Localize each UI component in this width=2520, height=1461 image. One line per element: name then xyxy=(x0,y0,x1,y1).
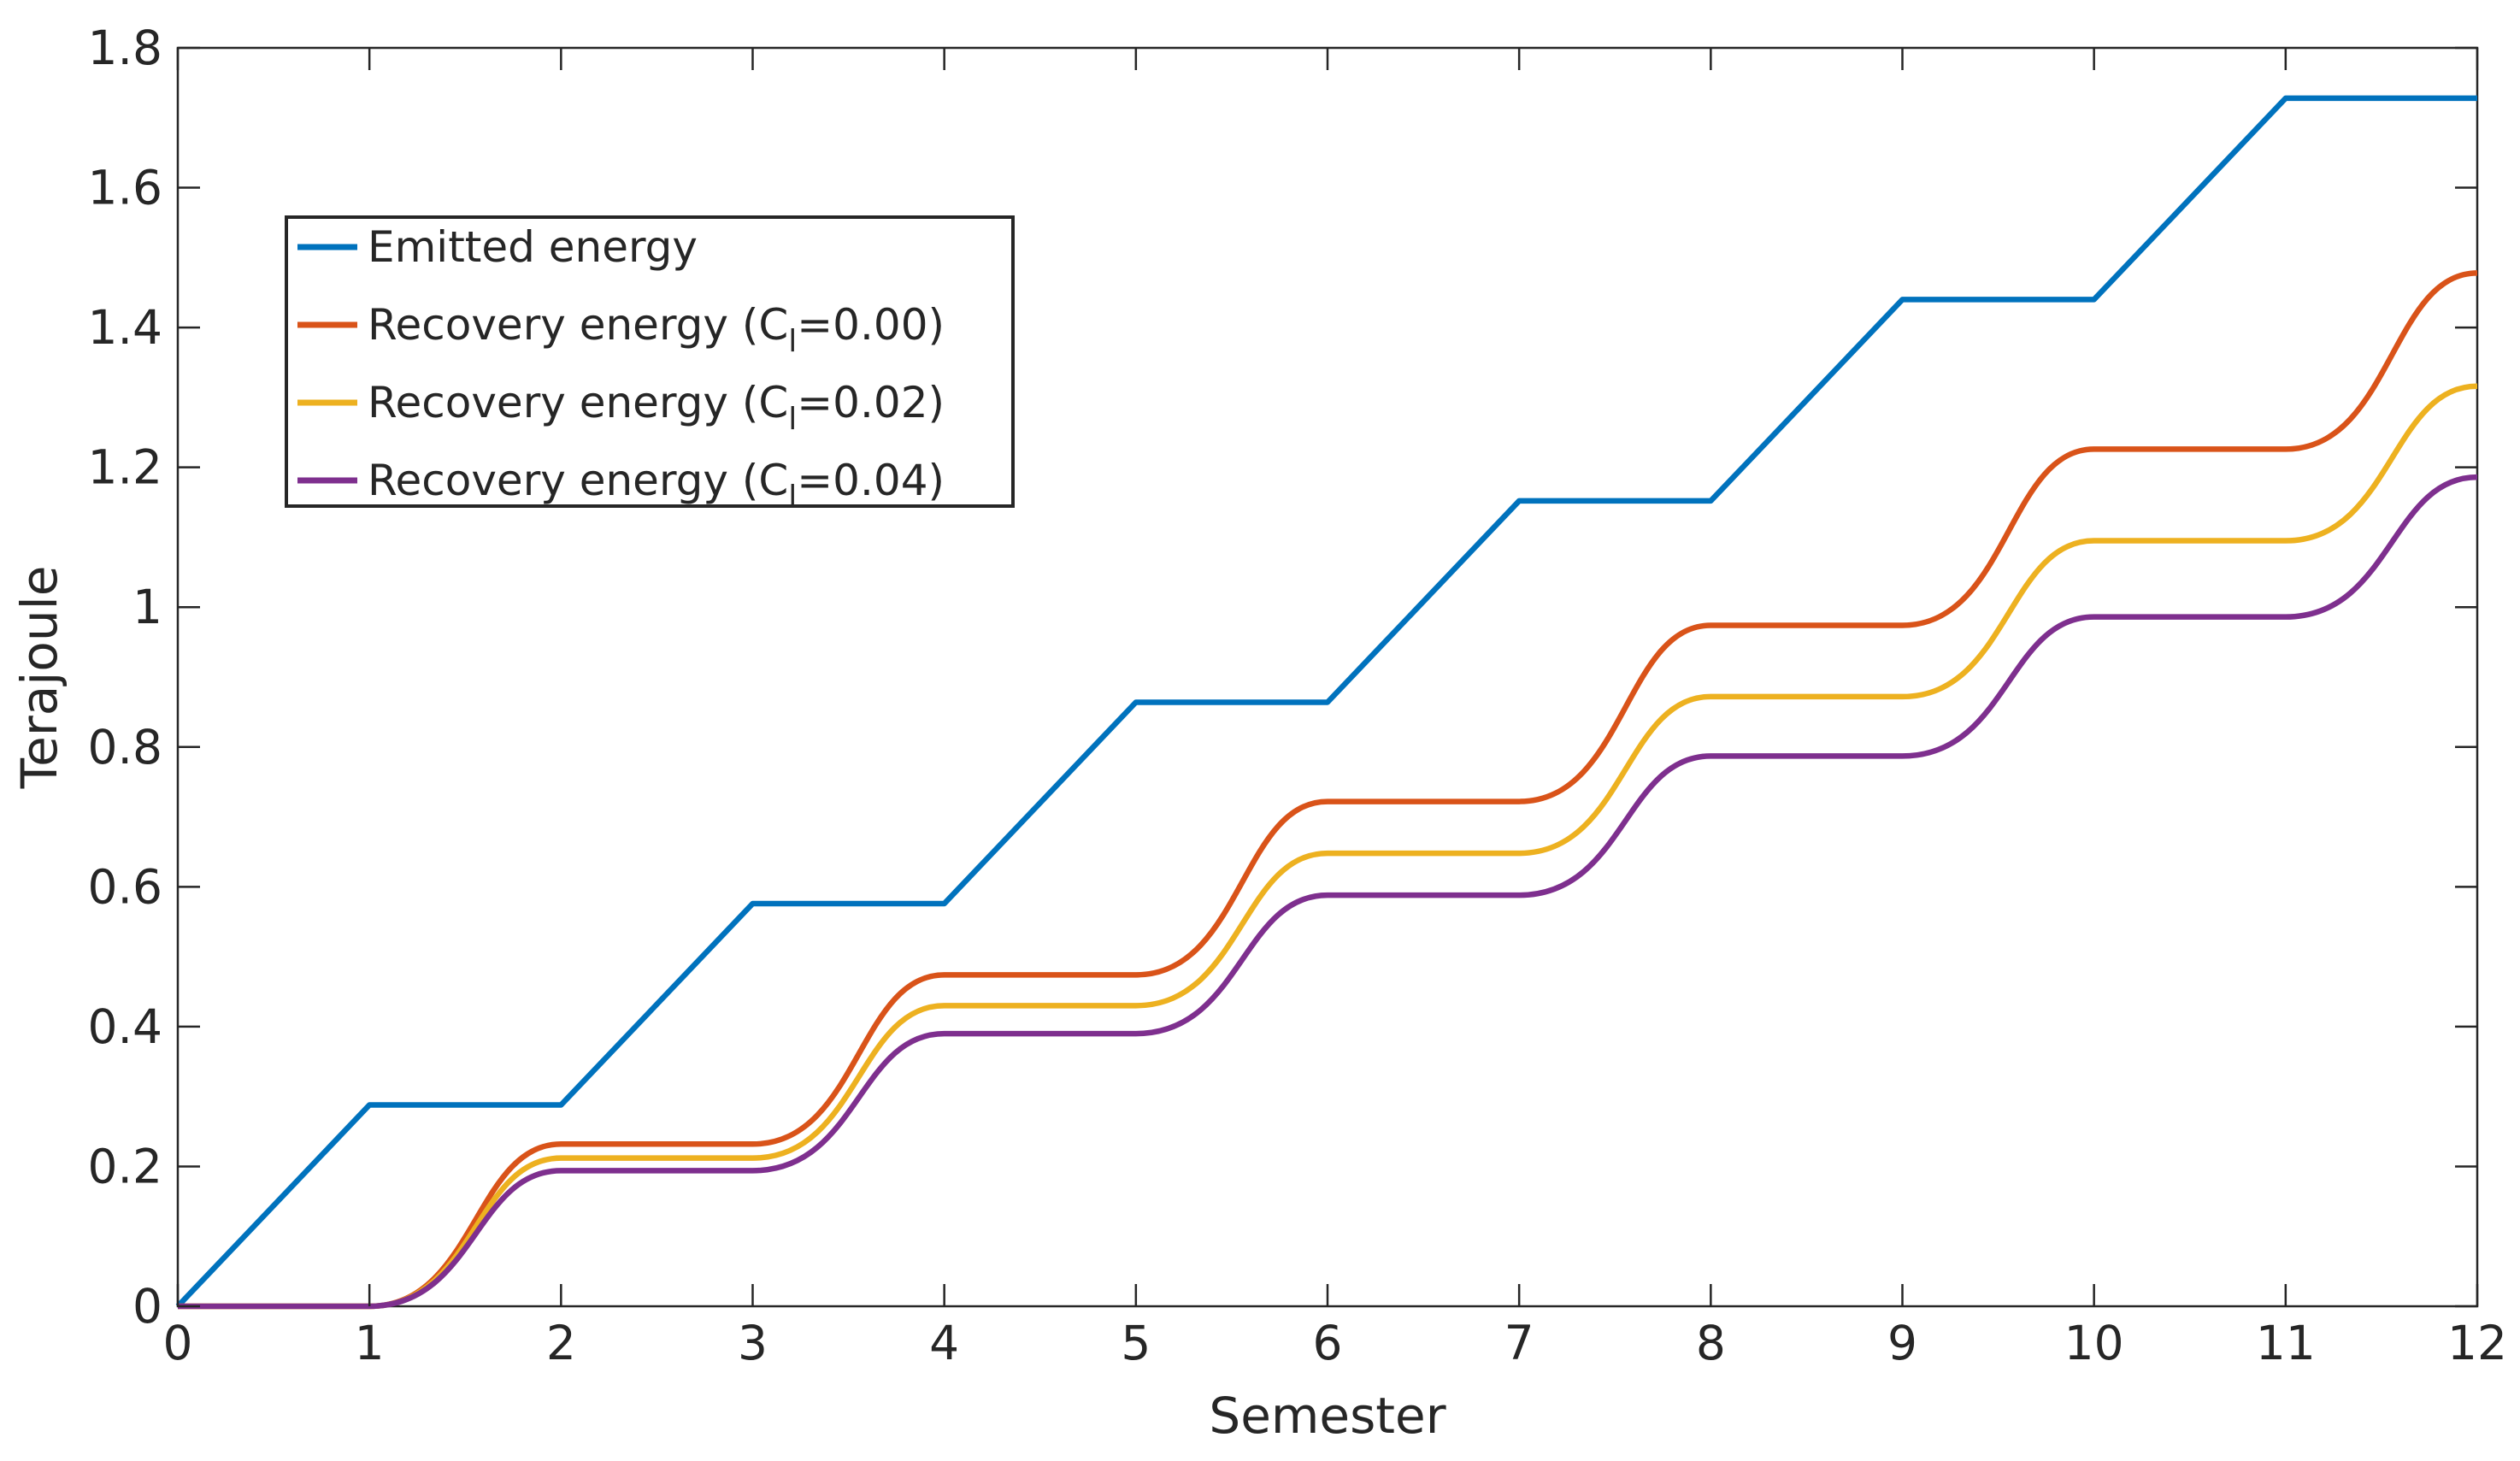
x-tick-label: 10 xyxy=(2064,1316,2124,1370)
x-tick-label: 6 xyxy=(1313,1316,1343,1370)
series-line-3 xyxy=(178,383,2478,1310)
y-tick-label: 0.6 xyxy=(88,859,162,914)
series-line-2 xyxy=(178,270,2478,1310)
legend-label: Recovery energy (Cl=0.02) xyxy=(368,378,945,437)
legend-label: Recovery energy (Cl=0.00) xyxy=(368,300,945,359)
x-tick-label: 12 xyxy=(2447,1316,2507,1370)
legend-label-text: Emitted energy xyxy=(368,222,698,272)
legend-label-suffix: =0.00) xyxy=(797,300,945,350)
x-axis-label: Semester xyxy=(1209,1387,1445,1445)
y-axis-label: Terajoule xyxy=(10,566,68,790)
legend-label-subscript: l xyxy=(788,480,797,515)
legend-label-suffix: =0.04) xyxy=(797,456,945,505)
legend-label-suffix: =0.02) xyxy=(797,378,945,427)
legend-label-subscript: l xyxy=(788,324,797,359)
legend-label-text: Recovery energy (C xyxy=(368,378,788,427)
x-tick-label: 5 xyxy=(1121,1316,1151,1370)
legend-label: Recovery energy (Cl=0.04) xyxy=(368,456,945,515)
plot-area xyxy=(175,46,2479,1310)
legend-label-text: Recovery energy (C xyxy=(368,456,788,505)
x-tick-label: 0 xyxy=(163,1316,193,1370)
y-tick-label: 1.2 xyxy=(88,440,162,495)
x-tick-label: 2 xyxy=(546,1316,576,1370)
y-tick-label: 0.2 xyxy=(88,1139,162,1193)
tick-layer xyxy=(176,46,2479,1308)
x-tick-label: 7 xyxy=(1504,1316,1534,1370)
series-line-4 xyxy=(178,474,2478,1310)
legend-box xyxy=(285,215,1015,508)
legend-label-text: Recovery energy (C xyxy=(368,300,788,350)
y-tick-label: 1.8 xyxy=(88,21,162,75)
series-line-1 xyxy=(175,95,2477,1309)
series-layer xyxy=(175,95,2478,1310)
x-tick-label: 1 xyxy=(355,1316,385,1370)
legend-label-subscript: l xyxy=(788,402,797,437)
x-tick-labels: 0 1 2 3 4 5 6 7 8 9 10 11 12 xyxy=(163,1316,2508,1370)
legend-label: Emitted energy xyxy=(368,222,698,272)
y-tick-label: 0.8 xyxy=(88,720,162,775)
x-tick-label: 11 xyxy=(2256,1316,2316,1370)
y-tick-label: 1.4 xyxy=(88,300,162,355)
y-tick-label: 0 xyxy=(132,1279,162,1334)
y-tick-label: 0.4 xyxy=(88,999,162,1054)
x-tick-label: 8 xyxy=(1696,1316,1726,1370)
y-tick-label: 1.6 xyxy=(88,161,162,215)
x-tick-label: 4 xyxy=(929,1316,959,1370)
y-tick-label: 1 xyxy=(132,580,162,634)
x-tick-label: 9 xyxy=(1887,1316,1917,1370)
x-tick-label: 3 xyxy=(738,1316,768,1370)
y-tick-labels: 0 0.2 0.4 0.6 0.8 1 1.2 1.4 1.6 1.8 xyxy=(88,21,162,1334)
